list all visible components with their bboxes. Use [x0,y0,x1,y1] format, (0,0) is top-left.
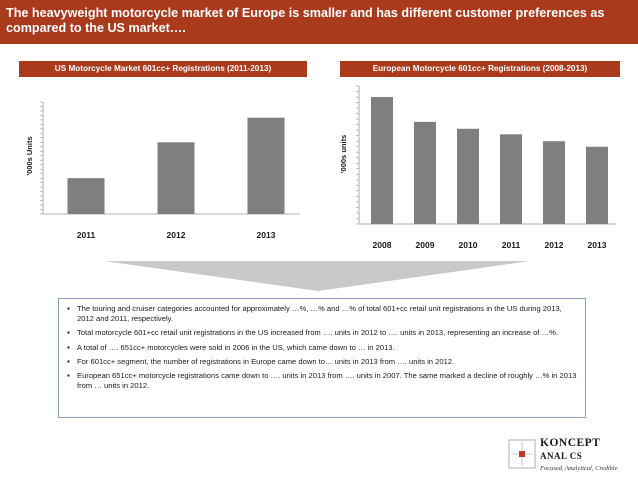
bar-2008 [371,97,393,224]
x-tick-label: 2011 [77,230,96,240]
bar-2012 [543,141,565,224]
bullet-item: ▪ For 601cc+ segment, the number of regis… [67,356,455,366]
bullet-item: ▪ Total motorcycle 601+cc retail unit reg… [67,328,558,338]
bullet-item: ▪ European 651cc+ motorcycle registration… [67,371,577,391]
bar-2013 [586,146,608,224]
logo-tagline: Focused, Analytical, Credible [540,465,618,472]
logo-text-koncept: KONCEPT [540,437,601,449]
x-tick-label: 2012 [545,240,564,250]
logo-text-analytics: ANAL CS [540,451,583,461]
x-tick-label: 2011 [502,240,521,250]
bar-2013 [247,117,285,214]
x-tick-label: 2008 [373,240,392,250]
title-bar: The heavyweight motorcycle market of Eur… [0,0,638,44]
bar-2009 [414,121,436,224]
us-registrations-chart: 2011 2012 2013 '000s Units [25,101,300,240]
page-title: The heavyweight motorcycle market of Eur… [6,6,605,35]
bullet-item: ▪ A total of …. 651cc+ motorcycles were s… [67,342,395,352]
bullet-item: ▪ The touring and cruiser categories acco… [67,304,562,324]
x-tick-label: 2013 [588,240,607,250]
funnel-arrow [104,261,530,291]
x-tick-label: 2012 [167,230,186,240]
company-logo: KONCEPT ANAL CS Focused, Analytical, Cre… [508,435,633,477]
bar-2011 [67,178,105,214]
bar-2010 [457,128,479,224]
x-tick-label: 2010 [459,240,478,250]
europe-chart-title: European Motorcycle 601cc+ Registrations… [340,61,620,77]
y-axis-label: '000s Units [25,136,34,175]
y-axis-label: '000s units [339,135,348,173]
x-tick-label: 2013 [257,230,276,240]
europe-registrations-chart: 2008 2009 2010 2011 2012 2013 '000s units [339,85,616,250]
us-chart-title: US Motorcycle Market 601cc+ Registration… [19,61,307,77]
logo-mark-icon [508,439,536,469]
bar-2012 [157,142,195,214]
x-tick-label: 2009 [416,240,435,250]
findings-box: ▪ The touring and cruiser categories acco… [58,298,586,418]
bar-2011 [500,134,522,224]
